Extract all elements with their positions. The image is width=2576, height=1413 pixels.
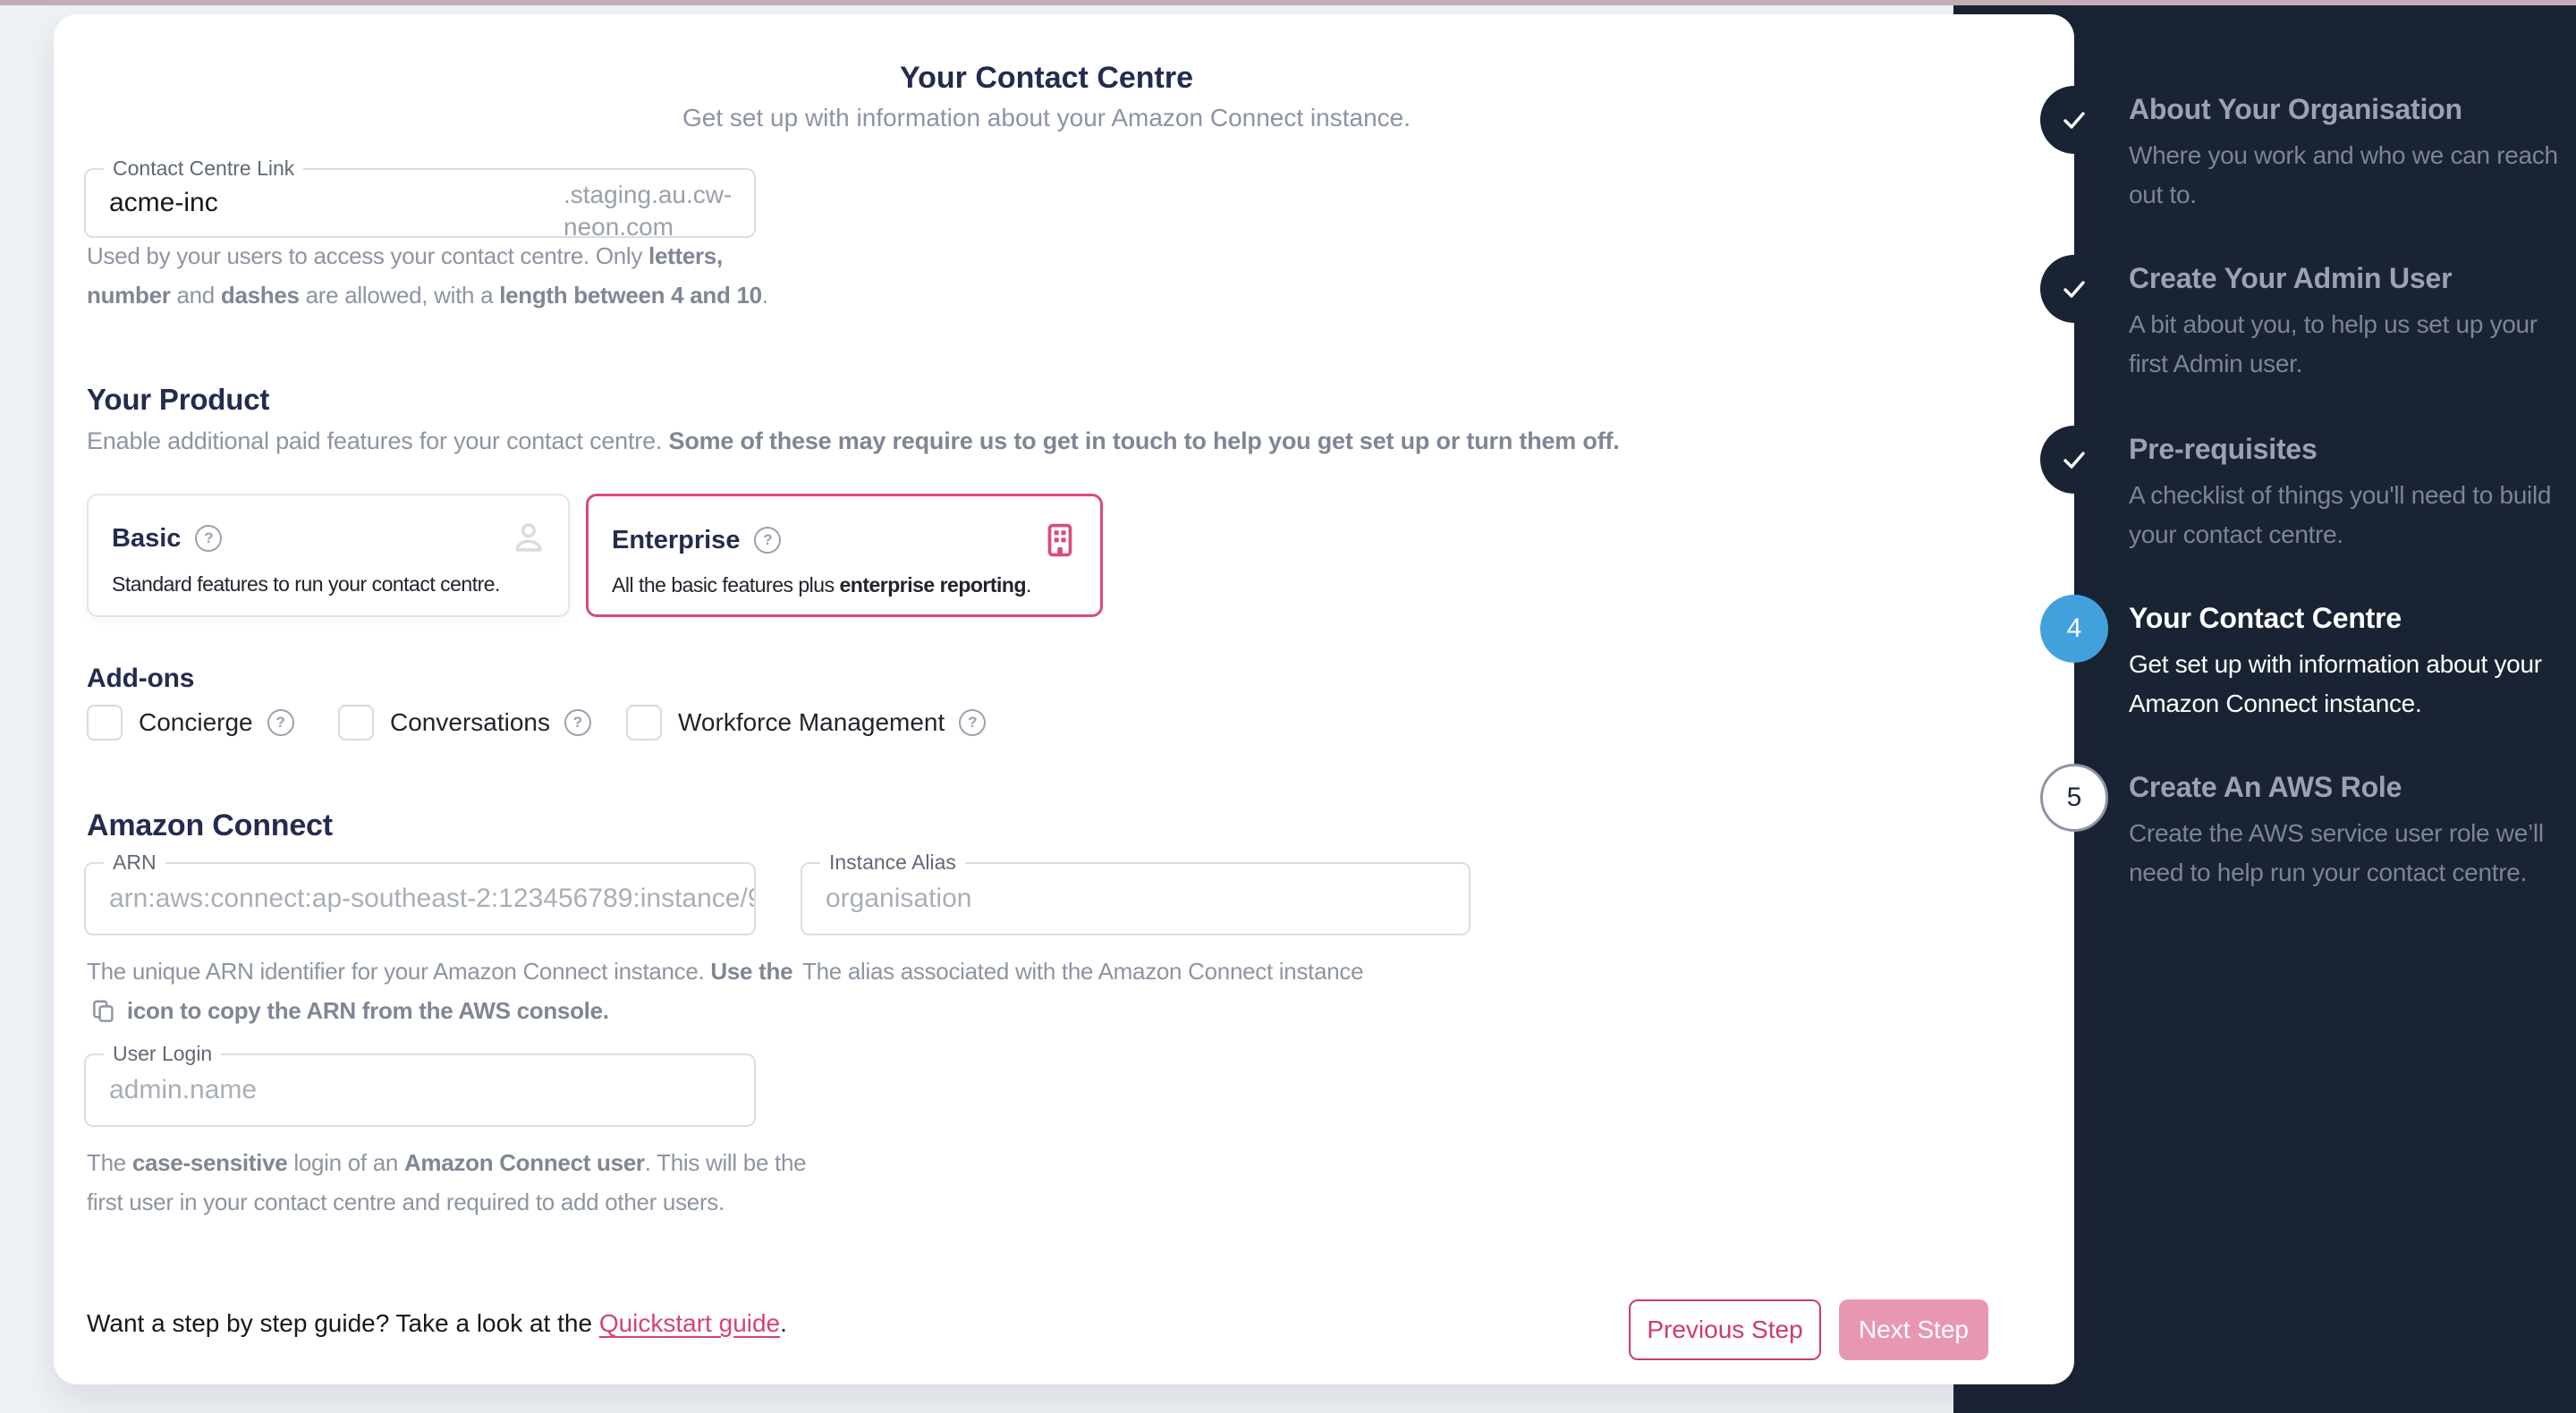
product-section-heading: Your Product <box>87 383 270 416</box>
person-icon <box>515 523 542 552</box>
enterprise-card-description: All the basic features plus enterprise r… <box>612 573 1031 597</box>
addons-heading: Add-ons <box>87 664 195 693</box>
checkbox[interactable] <box>338 705 374 740</box>
basic-card-title: Basic <box>112 523 182 553</box>
next-step-button[interactable]: Next Step <box>1839 1299 1988 1360</box>
help-icon[interactable]: ? <box>195 525 223 552</box>
step-create-an-aws-role[interactable]: 5 Create An AWS Role Create the AWS serv… <box>2040 764 2563 893</box>
arn-input[interactable] <box>86 864 754 934</box>
instance-alias-input[interactable] <box>802 864 1469 934</box>
product-card-basic[interactable]: Basic ? Standard features to run your co… <box>87 494 570 617</box>
addon-concierge[interactable]: Concierge ? <box>87 705 294 740</box>
product-section-description: Enable additional paid features for your… <box>87 427 1620 454</box>
product-card-enterprise[interactable]: Enterprise ? All the basic features plus… <box>586 494 1103 617</box>
building-icon <box>1047 523 1072 557</box>
checkbox[interactable] <box>87 705 123 740</box>
instance-alias-helper: The alias associated with the Amazon Con… <box>802 958 1364 985</box>
arn-field[interactable]: ARN <box>84 850 756 935</box>
step-number-badge: 4 <box>2040 595 2108 663</box>
help-icon[interactable]: ? <box>959 709 987 736</box>
contact-centre-link-helper: Used by your users to access your contac… <box>87 242 768 309</box>
check-icon <box>2063 112 2085 129</box>
contact-centre-link-field[interactable]: Contact Centre Link .staging.au.cw-neon.… <box>84 157 756 241</box>
main-card: Your Contact Centre Get set up with info… <box>54 14 2074 1384</box>
help-icon[interactable]: ? <box>754 527 782 554</box>
contact-centre-link-input[interactable] <box>86 170 533 236</box>
help-icon[interactable]: ? <box>564 709 591 736</box>
quickstart-guide-link[interactable]: Quickstart guide <box>598 1309 781 1337</box>
amazon-connect-heading: Amazon Connect <box>87 808 333 842</box>
contact-centre-link-suffix: .staging.au.cw-neon.com <box>564 181 733 241</box>
user-login-helper: The case-sensitive login of an Amazon Co… <box>87 1149 807 1215</box>
check-icon <box>2063 281 2085 298</box>
enterprise-card-title: Enterprise <box>612 525 741 554</box>
step-complete-icon <box>2040 255 2108 323</box>
page-title: Your Contact Centre <box>899 61 1194 95</box>
checkbox[interactable] <box>626 705 662 740</box>
copy-icon <box>93 1000 114 1022</box>
addon-workforce-management[interactable]: Workforce Management ? <box>626 705 987 740</box>
step-complete-icon <box>2040 426 2108 494</box>
quickstart-note: Want a step by step guide? Take a look a… <box>87 1309 787 1337</box>
step-pre-requisites[interactable]: Pre-requisites A checklist of things you… <box>2040 426 2563 554</box>
step-create-your-admin-user[interactable]: Create Your Admin User A bit about you, … <box>2040 255 2563 384</box>
addon-conversations[interactable]: Conversations ? <box>338 705 591 740</box>
wizard-steps: About Your Organisation Where you work a… <box>1953 5 2576 1413</box>
step-number-badge: 5 <box>2040 764 2108 832</box>
step-about-your-organisation[interactable]: About Your Organisation Where you work a… <box>2040 86 2563 215</box>
step-your-contact-centre[interactable]: 4 Your Contact Centre Get set up with in… <box>2040 595 2563 723</box>
help-icon[interactable]: ? <box>267 709 294 736</box>
page-subtitle: Get set up with information about your A… <box>682 104 1411 131</box>
user-login-input[interactable] <box>86 1055 754 1125</box>
step-complete-icon <box>2040 86 2108 154</box>
user-login-field[interactable]: User Login <box>84 1042 756 1127</box>
basic-card-description: Standard features to run your contact ce… <box>112 572 500 596</box>
contact-centre-link-label: Contact Centre Link <box>104 157 304 181</box>
check-icon <box>2063 452 2085 469</box>
instance-alias-field[interactable]: Instance Alias <box>801 850 1470 935</box>
arn-helper: The unique ARN identifier for your Amazo… <box>87 958 793 1024</box>
previous-step-button[interactable]: Previous Step <box>1629 1299 1821 1360</box>
top-accent-bar <box>0 0 2576 5</box>
